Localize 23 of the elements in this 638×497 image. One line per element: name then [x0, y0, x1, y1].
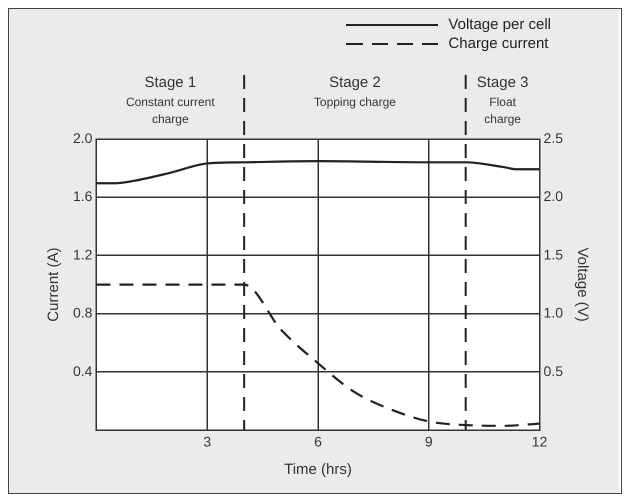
y2-tick-label: 2.0: [544, 188, 564, 204]
y-tick-label: 1.2: [72, 246, 93, 262]
y-axis-title: Current (A): [45, 248, 62, 322]
y-tick-label: 2.0: [72, 130, 93, 146]
y2-tick-label: 1.5: [544, 246, 564, 262]
x-tick-label: 12: [532, 433, 548, 450]
legend-label: Charge current: [448, 35, 548, 52]
x-axis-title: Time (hrs): [284, 461, 352, 478]
y2-tick-label: 1.0: [544, 304, 564, 321]
y2-tick-label: 0.5: [544, 362, 564, 379]
y2-tick-label: 2.5: [544, 130, 564, 146]
line-series: [96, 160, 540, 184]
x-tick-label: 9: [424, 433, 433, 450]
y-tick-label: 1.6: [72, 188, 93, 204]
text: Stage 2 Topping charge: [314, 74, 396, 109]
x-tick-label: 6: [314, 433, 322, 450]
text: Stage 3 Float charge: [476, 74, 528, 126]
x-tick-label: 3: [203, 433, 212, 450]
text: Stage 1 Constant current charge: [126, 74, 216, 126]
y-tick-label: 0.8: [72, 304, 93, 321]
legend-label: Voltage per cell: [448, 16, 551, 33]
y2-axis-title: Voltage (V): [574, 247, 591, 322]
y-tick-label: 0.4: [72, 362, 93, 379]
